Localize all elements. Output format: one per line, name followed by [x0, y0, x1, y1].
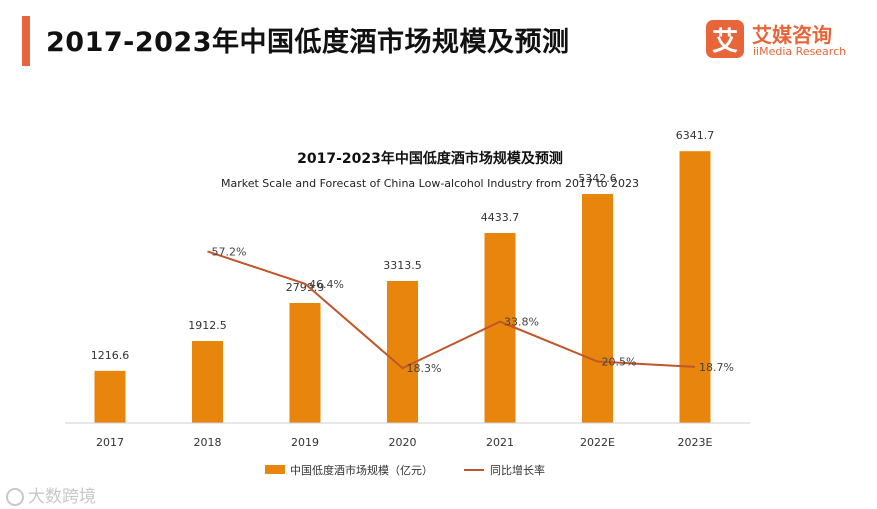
bar-value-label: 1912.5	[188, 319, 227, 332]
chart-subtitle: Market Scale and Forecast of China Low-a…	[221, 177, 639, 190]
bar-value-label: 5342.6	[578, 172, 617, 185]
bar-2019	[289, 303, 321, 423]
bar-2020	[387, 280, 418, 423]
x-tick-label: 2017	[96, 436, 124, 449]
header-accent-bar	[22, 16, 30, 66]
chart-title: 2017-2023年中国低度酒市场规模及预测	[297, 150, 563, 167]
x-tick-label: 2019	[291, 436, 319, 449]
bar-2017	[94, 370, 126, 423]
legend-line-label: 同比增长率	[490, 463, 545, 477]
growth-rate-label: 57.2%	[212, 245, 247, 258]
x-tick-label: 2023E	[678, 436, 713, 449]
bar-2018	[192, 341, 223, 423]
page-title: 2017-2023年中国低度酒市场规模及预测	[46, 27, 570, 58]
watermark-text: 大数跨境	[28, 487, 96, 507]
x-tick-label: 2020	[389, 436, 417, 449]
x-tick-label: 2022E	[580, 436, 615, 449]
bar-2021	[484, 232, 516, 423]
growth-rate-label: 33.8%	[504, 316, 539, 329]
x-tick-label: 2018	[194, 436, 222, 449]
legend-bar-swatch	[265, 465, 285, 474]
watermark: 大数跨境	[6, 482, 96, 507]
growth-rate-label: 18.7%	[699, 361, 734, 374]
bar-2023E	[679, 151, 711, 423]
growth-rate-label: 20.5%	[602, 356, 637, 369]
bar-value-label: 4433.7	[481, 211, 520, 224]
growth-rate-line	[207, 250, 696, 370]
logo-mark-icon: 艾	[706, 20, 744, 58]
logo-name-cn: 艾媒咨询	[752, 23, 832, 47]
bar-value-label: 1216.6	[91, 349, 130, 362]
bar-value-label: 2799.9	[286, 281, 325, 294]
watermark-logo-icon	[6, 488, 24, 506]
x-tick-label: 2021	[486, 436, 514, 449]
bar-value-label: 6341.7	[676, 129, 715, 142]
bar-2022E	[582, 194, 613, 423]
logo-name-en: iiMedia Research	[753, 45, 847, 58]
growth-rate-label: 18.3%	[407, 362, 442, 375]
bar-value-label: 3313.5	[383, 259, 422, 272]
legend-bar-label: 中国低度酒市场规模（亿元）	[290, 463, 433, 477]
brand-logo: 艾 艾媒咨询 iiMedia Research	[706, 20, 856, 62]
growth-rate-label: 46.4%	[309, 278, 344, 291]
